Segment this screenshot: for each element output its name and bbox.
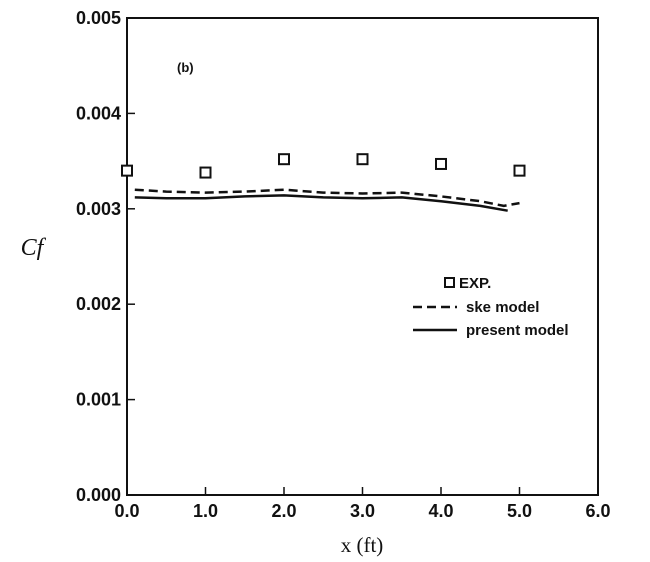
x-tick-label: 3.0 [350, 501, 375, 521]
x-tick-label: 4.0 [428, 501, 453, 521]
legend-label-exp: EXP. [459, 275, 491, 292]
present-model-line [134, 194, 508, 212]
y-axis-title: Cf [21, 235, 47, 261]
x-axis-title: x (ft) [341, 533, 384, 557]
y-tick-label: 0.001 [76, 390, 121, 410]
y-tick-label: 0.005 [76, 8, 121, 28]
x-tick-label: 0.0 [114, 501, 139, 521]
exp-data-point [278, 153, 290, 166]
x-tick-label: 2.0 [271, 501, 296, 521]
legend: EXP. ske model present model [413, 275, 569, 339]
axis-ticks [126, 17, 599, 496]
exp-data-point [356, 153, 369, 166]
plot-frame [126, 17, 599, 496]
legend-label-ske: ske model [466, 299, 539, 316]
annotation-label: (b) [177, 60, 194, 75]
y-tick-label: 0.003 [76, 199, 121, 219]
y-tick-label: 0.002 [76, 294, 121, 314]
exp-data-point [199, 166, 212, 179]
exp-data-point [513, 164, 526, 177]
y-tick-label: 0.004 [76, 103, 121, 123]
tick-labels: 0.0 1.0 2.0 3.0 4.0 5.0 6.0 0.000 0.001 0.002 0.00… [76, 8, 611, 521]
ske-model-line [134, 188, 520, 208]
y-tick-label: 0.000 [76, 485, 121, 505]
exp-data-point [121, 164, 133, 177]
series-layer [121, 153, 526, 212]
x-tick-label: 6.0 [585, 501, 610, 521]
legend-label-present: present model [466, 322, 569, 339]
x-tick-label: 5.0 [507, 501, 532, 521]
x-tick-label: 1.0 [193, 501, 218, 521]
legend-marker-exp [444, 277, 455, 288]
exp-data-point [435, 157, 447, 170]
